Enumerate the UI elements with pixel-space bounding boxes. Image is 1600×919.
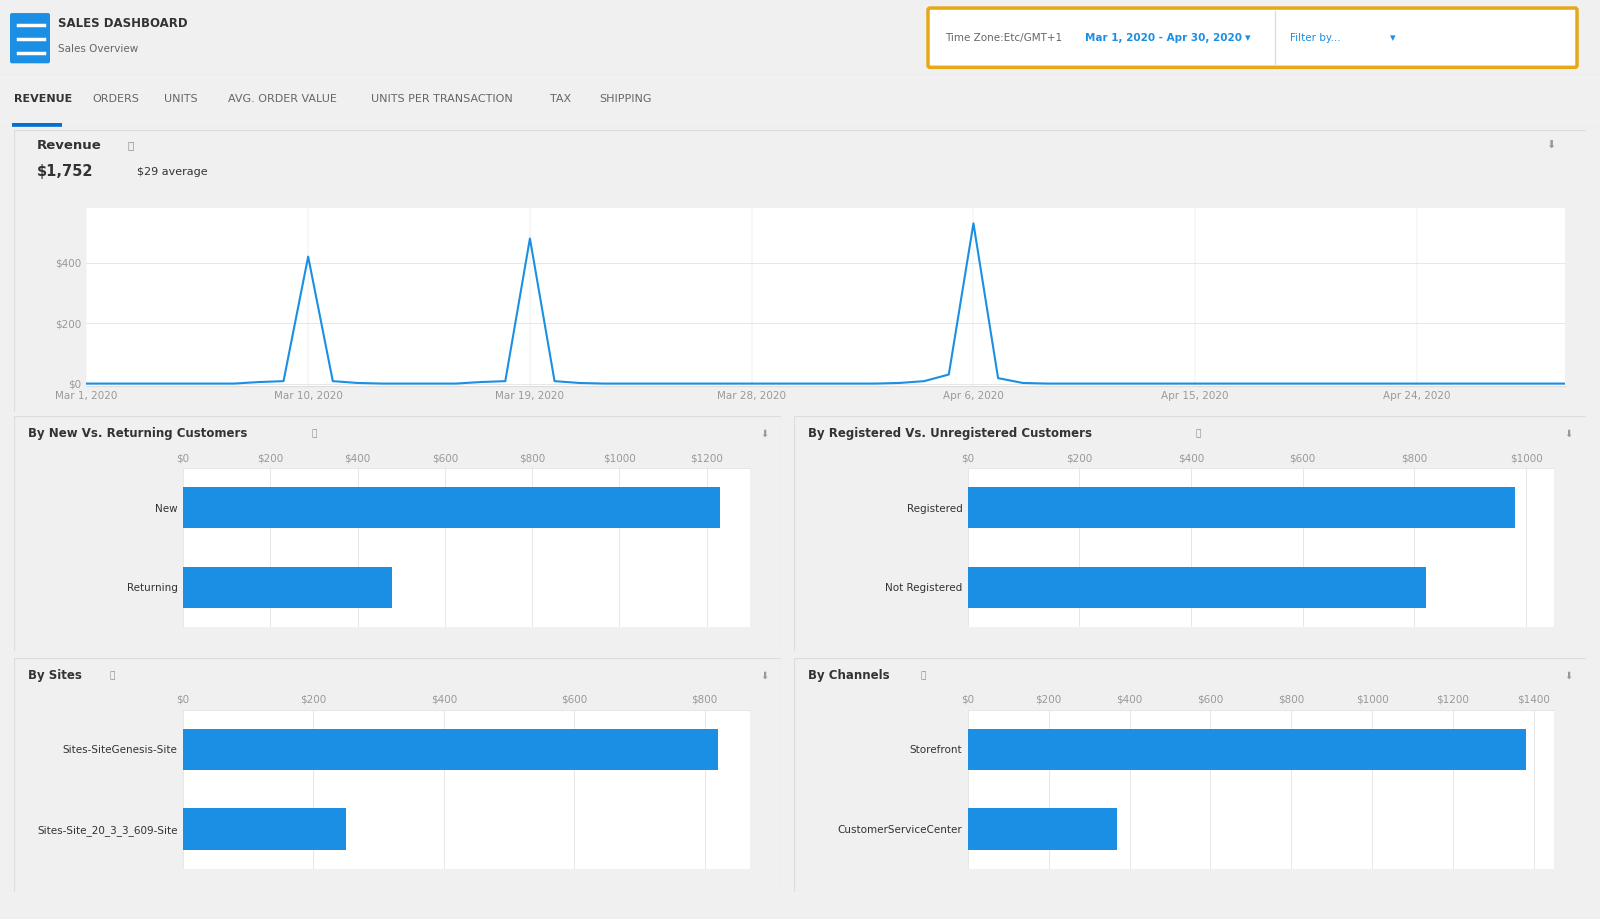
Bar bbox=[182, 729, 717, 770]
Text: ⓘ: ⓘ bbox=[128, 140, 134, 150]
Text: ⬇: ⬇ bbox=[1565, 429, 1573, 439]
FancyBboxPatch shape bbox=[10, 13, 50, 63]
Text: ⬇: ⬇ bbox=[1565, 671, 1573, 681]
Bar bbox=[182, 487, 720, 528]
Text: ▾: ▾ bbox=[1390, 33, 1395, 43]
Text: ORDERS: ORDERS bbox=[93, 94, 139, 104]
Text: UNITS PER TRANSACTION: UNITS PER TRANSACTION bbox=[371, 94, 512, 104]
Text: TAX: TAX bbox=[550, 94, 571, 104]
Text: Filter by...: Filter by... bbox=[1290, 33, 1341, 43]
Bar bbox=[968, 729, 1526, 770]
Text: ⓘ: ⓘ bbox=[312, 429, 317, 438]
Bar bbox=[968, 567, 1426, 608]
Text: SALES DASHBOARD: SALES DASHBOARD bbox=[58, 17, 187, 29]
Text: ⓘ: ⓘ bbox=[920, 671, 926, 680]
Text: ⓘ: ⓘ bbox=[1195, 429, 1202, 438]
Bar bbox=[968, 809, 1117, 850]
Text: REVENUE: REVENUE bbox=[14, 94, 72, 104]
Text: $29 average: $29 average bbox=[138, 167, 208, 176]
Text: Revenue: Revenue bbox=[37, 139, 101, 152]
Text: ⬇: ⬇ bbox=[760, 429, 768, 439]
Bar bbox=[182, 567, 392, 608]
Text: ▾: ▾ bbox=[1245, 33, 1251, 43]
Bar bbox=[182, 809, 346, 850]
Text: ⬇: ⬇ bbox=[1546, 140, 1555, 150]
Text: ⓘ: ⓘ bbox=[109, 671, 115, 680]
Text: By Channels: By Channels bbox=[808, 669, 890, 682]
FancyBboxPatch shape bbox=[928, 8, 1578, 67]
Text: SHIPPING: SHIPPING bbox=[600, 94, 653, 104]
Text: Mar 1, 2020 - Apr 30, 2020: Mar 1, 2020 - Apr 30, 2020 bbox=[1085, 33, 1242, 43]
Text: By Registered Vs. Unregistered Customers: By Registered Vs. Unregistered Customers bbox=[808, 427, 1091, 440]
Text: Sales Overview: Sales Overview bbox=[58, 44, 138, 54]
Bar bbox=[968, 487, 1515, 528]
Text: ⬇: ⬇ bbox=[760, 671, 768, 681]
Text: AVG. ORDER VALUE: AVG. ORDER VALUE bbox=[227, 94, 336, 104]
Bar bbox=[13, 123, 62, 127]
Text: Time Zone:Etc/GMT+1: Time Zone:Etc/GMT+1 bbox=[946, 33, 1062, 43]
Text: By New Vs. Returning Customers: By New Vs. Returning Customers bbox=[29, 427, 248, 440]
Text: By Sites: By Sites bbox=[29, 669, 82, 682]
Text: $1,752: $1,752 bbox=[37, 165, 93, 179]
Text: UNITS: UNITS bbox=[163, 94, 197, 104]
